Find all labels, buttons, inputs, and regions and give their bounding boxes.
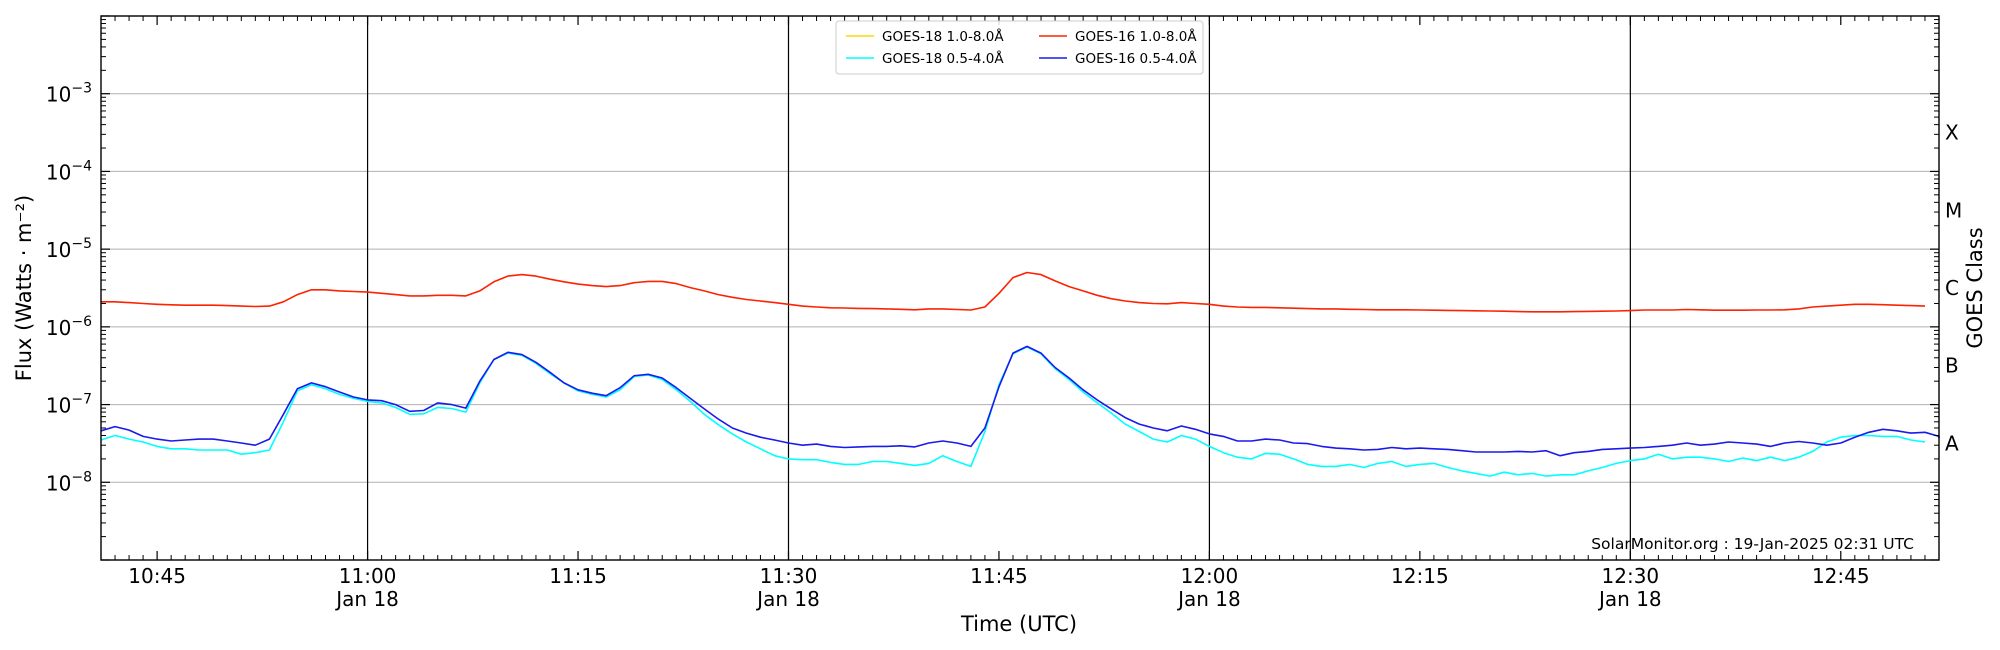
- x-tick-label: 11:00: [339, 564, 397, 588]
- x-tick-date-label: Jan 18: [755, 587, 820, 611]
- x-tick-label: 11:45: [970, 564, 1028, 588]
- goes-class-label: A: [1945, 431, 1959, 455]
- goes-class-labels: X M C B A: [1945, 121, 1962, 456]
- y-tick-label: 10−8: [46, 469, 92, 495]
- x-tick-label: 12:30: [1602, 564, 1660, 588]
- y-tick-label: 10−6: [46, 314, 92, 340]
- legend-box: [835, 20, 1204, 75]
- legend-label: GOES-18 0.5-4.0Å: [882, 50, 1004, 67]
- x-tick-date-label: Jan 18: [334, 587, 399, 611]
- legend-label: GOES-16 0.5-4.0Å: [1075, 50, 1197, 67]
- x-tick-label: 12:45: [1812, 564, 1870, 588]
- goes-class-label: B: [1945, 354, 1959, 378]
- y-tick-label: 10−7: [46, 392, 92, 418]
- gridlines: [101, 93, 1939, 483]
- x-axis-label: Time (UTC): [960, 612, 1077, 636]
- x-tick-date-label: Jan 18: [1176, 587, 1241, 611]
- series-lines: [100, 271, 1940, 477]
- y-tick-label: 10−3: [46, 81, 92, 107]
- plot-area: [101, 16, 1939, 560]
- x-tick-date-label: Jan 18: [1597, 587, 1662, 611]
- x-tick-label: 11:30: [760, 564, 818, 588]
- x-tick-label: 12:15: [1391, 564, 1449, 588]
- x-tick-label: 11:15: [549, 564, 607, 588]
- credit-text: SolarMonitor.org : 19-Jan-2025 02:31 UTC: [1591, 535, 1914, 553]
- y-axis-ticks: 10−3 10−4 10−5 10−6 10−7 10−8: [46, 15, 1939, 561]
- legend-label: GOES-18 1.0-8.0Å: [882, 28, 1004, 45]
- x-tick-label: 10:45: [128, 564, 186, 588]
- goes-class-label: X: [1945, 121, 1959, 145]
- y-tick-label: 10−4: [46, 158, 92, 184]
- series-line: [101, 271, 1926, 313]
- series-line: [100, 345, 1940, 457]
- legend: GOES-18 1.0-8.0Å GOES-16 1.0-8.0Å GOES-18 …: [835, 20, 1204, 75]
- y-tick-label: 10−5: [46, 236, 92, 262]
- goes-class-label: M: [1945, 198, 1962, 222]
- goes-class-label: C: [1945, 276, 1959, 300]
- y-axis-label: Flux (Watts · m⁻²): [12, 195, 36, 381]
- legend-label: GOES-16 1.0-8.0Å: [1075, 28, 1197, 45]
- day-boundary-lines: [366, 16, 1631, 560]
- plot-frame: [100, 15, 1940, 561]
- x-tick-label: 12:00: [1181, 564, 1239, 588]
- right-axis-label: GOES Class: [1963, 227, 1987, 348]
